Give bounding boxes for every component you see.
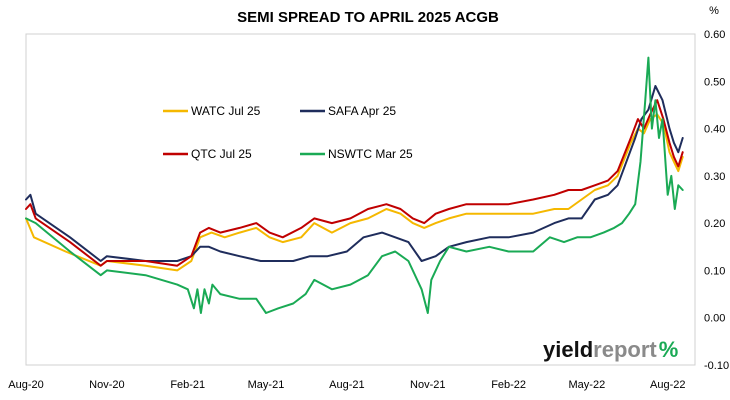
chart-title: SEMI SPREAD TO APRIL 2025 ACGB: [237, 9, 499, 26]
y-tick-label: 0.20: [704, 218, 725, 230]
x-tick-label: Nov-21: [410, 379, 445, 391]
x-tick-label: May-22: [569, 379, 606, 391]
x-tick-label: Aug-22: [650, 379, 685, 391]
y-tick-label: 0.10: [704, 265, 725, 277]
logo-text-second: report: [593, 337, 657, 362]
x-axis-ticks: Aug-20 Nov-20 Feb-21 May-21 Aug-21 Nov-21 Feb-…: [8, 379, 685, 391]
logo-percent-symbol: %: [659, 337, 679, 362]
y-tick-label: -0.10: [704, 360, 729, 372]
legend-label: NSWTC Mar 25: [328, 147, 413, 161]
x-tick-label: Nov-20: [89, 379, 124, 391]
yieldreport-logo: yieldreport%: [543, 337, 678, 362]
legend-label: QTC Jul 25: [191, 147, 252, 161]
logo-text-main: yield: [543, 337, 593, 362]
svg-text:yieldreport%: yieldreport%: [543, 337, 678, 362]
x-tick-label: Feb-22: [491, 379, 526, 391]
series-line-4: [25, 56, 684, 314]
x-tick-label: Aug-20: [8, 379, 43, 391]
legend-label: SAFA Apr 25: [328, 104, 396, 118]
y-tick-label: 0.00: [704, 313, 725, 325]
y-tick-label: 0.40: [704, 124, 725, 136]
series-layer: [25, 56, 684, 314]
legend-label: WATC Jul 25: [191, 104, 261, 118]
x-tick-label: Feb-21: [170, 379, 205, 391]
x-tick-label: May-21: [248, 379, 285, 391]
y-axis-ticks: 0.60 0.50 0.40 0.30 0.20 0.10 0.00 -0.10: [704, 29, 729, 372]
plot-area: [25, 33, 696, 366]
x-tick-label: Aug-21: [329, 379, 364, 391]
y-tick-label: 0.50: [704, 76, 725, 88]
y-axis-unit-label: %: [709, 5, 719, 17]
series-line-3: [25, 99, 684, 267]
legend: WATC Jul 25 SAFA Apr 25 QTC Jul 25 NSWTC Ma…: [163, 104, 413, 161]
y-tick-label: 0.60: [704, 29, 725, 41]
series-line-2: [25, 85, 684, 262]
series-line-1: [25, 113, 684, 272]
y-tick-label: 0.30: [704, 171, 725, 183]
